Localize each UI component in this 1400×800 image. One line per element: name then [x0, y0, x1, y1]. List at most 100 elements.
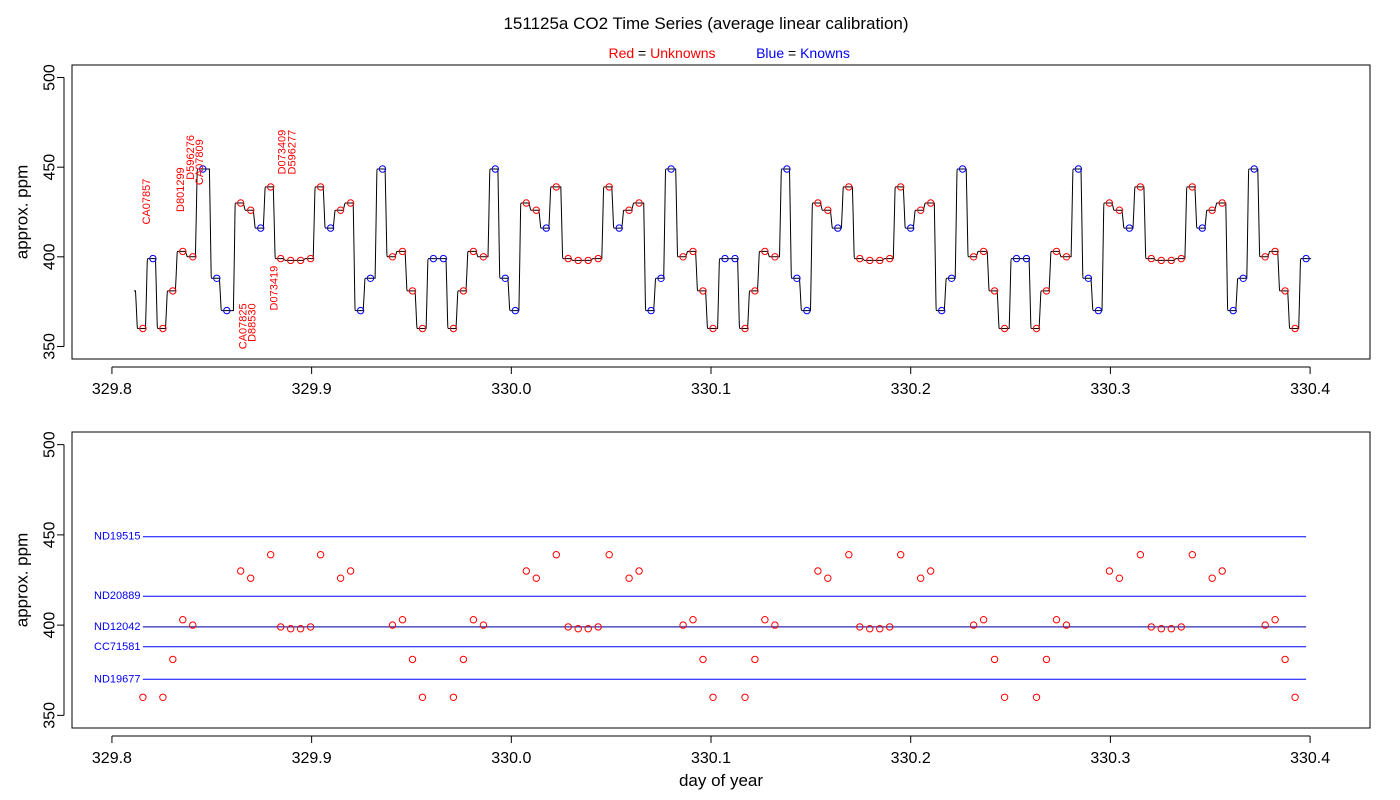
unknown-sample-point	[845, 551, 853, 559]
unknown-sample-point	[1218, 567, 1226, 575]
unknown-sample-point	[625, 574, 633, 582]
unknown-sample-point	[594, 623, 602, 631]
unknown-sample-point	[1167, 625, 1176, 633]
unknown-sample-point	[771, 621, 779, 629]
bottom-x-tick-label: 330.0	[491, 750, 531, 767]
unknown-sample-point	[1281, 655, 1289, 664]
top-x-tick-label: 329.8	[92, 381, 132, 398]
unknown-sample-point	[388, 621, 397, 629]
unknown-sample-point	[574, 625, 582, 633]
unknown-sample-point	[635, 567, 643, 575]
unknown-point	[866, 256, 874, 265]
unknown-sample-point	[159, 693, 167, 701]
known-point	[223, 306, 231, 315]
top-y-tick-label: 500	[42, 64, 59, 91]
known-reference-label: ND12042	[94, 621, 140, 633]
top-y-tick-label: 450	[42, 154, 59, 181]
chart-subtitle-unknowns: Red = Unknowns	[608, 45, 715, 61]
unknown-point	[388, 253, 397, 261]
unknown-sample-point	[169, 655, 177, 664]
unknown-sample-point	[139, 693, 147, 701]
sample-annotation: CA07825	[238, 303, 250, 349]
unknown-sample-point	[552, 551, 560, 559]
unknown-point	[741, 324, 749, 333]
unknown-point	[635, 199, 643, 207]
bottom-panel-scatter: 329.8 329.9 330.0 330.1 330.2 330.3 330.4 350 40…	[13, 431, 1371, 790]
known-point	[1229, 306, 1237, 315]
known-point	[721, 254, 729, 263]
bottom-plot-frame	[71, 431, 1371, 729]
known-point	[947, 274, 956, 282]
unknown-sample-point	[699, 655, 707, 664]
unknown-point	[1177, 254, 1186, 263]
unknown-sample-point	[814, 567, 822, 575]
unknown-sample-point	[179, 616, 187, 624]
known-reference-label: ND19677	[94, 673, 140, 685]
unknown-sample-point	[408, 655, 417, 664]
known-point	[257, 224, 265, 232]
unknown-sample-point	[751, 655, 759, 664]
unknown-point	[897, 183, 905, 191]
top-y-tick-label: 400	[42, 243, 59, 270]
known-point	[793, 274, 801, 282]
known-point	[1094, 306, 1103, 315]
unknown-sample-point	[761, 616, 769, 624]
unknown-point	[876, 256, 884, 265]
known-point	[647, 306, 655, 315]
unknown-point	[856, 254, 864, 263]
unknown-sample-point	[1000, 693, 1009, 701]
unknown-sample-point	[459, 655, 468, 664]
unknown-point	[1115, 206, 1124, 214]
sample-annotation: D801299	[175, 167, 187, 212]
unknown-sample-point	[469, 616, 478, 624]
unknown-point	[1188, 183, 1197, 191]
unknown-sample-point	[886, 623, 894, 631]
subtitle-blue-text: Knowns	[800, 45, 850, 61]
bottom-x-tick-label: 330.4	[1290, 750, 1330, 767]
known-point	[731, 254, 739, 263]
known-point	[783, 165, 791, 173]
unknown-point	[1032, 324, 1041, 333]
subtitle-red-text: Unknowns	[650, 45, 715, 61]
known-point	[1302, 254, 1310, 263]
subtitle-red-word: Red	[608, 45, 634, 61]
unknown-sample-point	[277, 623, 285, 631]
top-x-tick-label: 330.3	[1090, 381, 1130, 398]
unknown-sample-point	[532, 574, 540, 582]
unknown-point	[1062, 253, 1071, 261]
unknown-point	[584, 256, 592, 265]
unknown-point	[552, 183, 560, 191]
subtitle-blue-eq: =	[784, 45, 800, 61]
unknown-sample-point	[969, 621, 978, 629]
unknown-sample-point	[247, 574, 255, 582]
unknown-point	[408, 287, 417, 295]
unknown-point	[277, 254, 285, 263]
known-point	[907, 224, 915, 232]
known-point	[1125, 224, 1134, 232]
unknown-point	[398, 247, 407, 256]
unknown-sample-point	[522, 567, 530, 575]
top-x-tick-label: 330.4	[1290, 381, 1330, 398]
unknown-sample-point	[1208, 574, 1216, 582]
known-point	[1084, 274, 1093, 282]
bottom-y-tick-label: 500	[42, 431, 59, 458]
unknown-point	[564, 254, 572, 263]
unknown-point	[449, 324, 458, 333]
known-point	[667, 165, 675, 173]
unknown-sample-point	[418, 693, 427, 701]
unknown-point	[139, 324, 147, 333]
unknown-point	[605, 183, 613, 191]
unknown-point	[1167, 256, 1176, 265]
known-point	[1239, 274, 1247, 282]
bottom-y-tick-label: 450	[42, 521, 59, 548]
unknown-point	[1136, 183, 1145, 191]
known-point	[356, 306, 365, 315]
known-point	[803, 306, 811, 315]
unknown-sample-point	[1271, 616, 1279, 624]
unknown-point	[979, 247, 988, 256]
unknown-sample-point	[1105, 567, 1114, 575]
unknown-sample-point	[287, 625, 295, 633]
subtitle-blue-word: Blue	[756, 45, 784, 61]
unknown-point	[709, 324, 717, 333]
unknown-point	[751, 287, 759, 295]
